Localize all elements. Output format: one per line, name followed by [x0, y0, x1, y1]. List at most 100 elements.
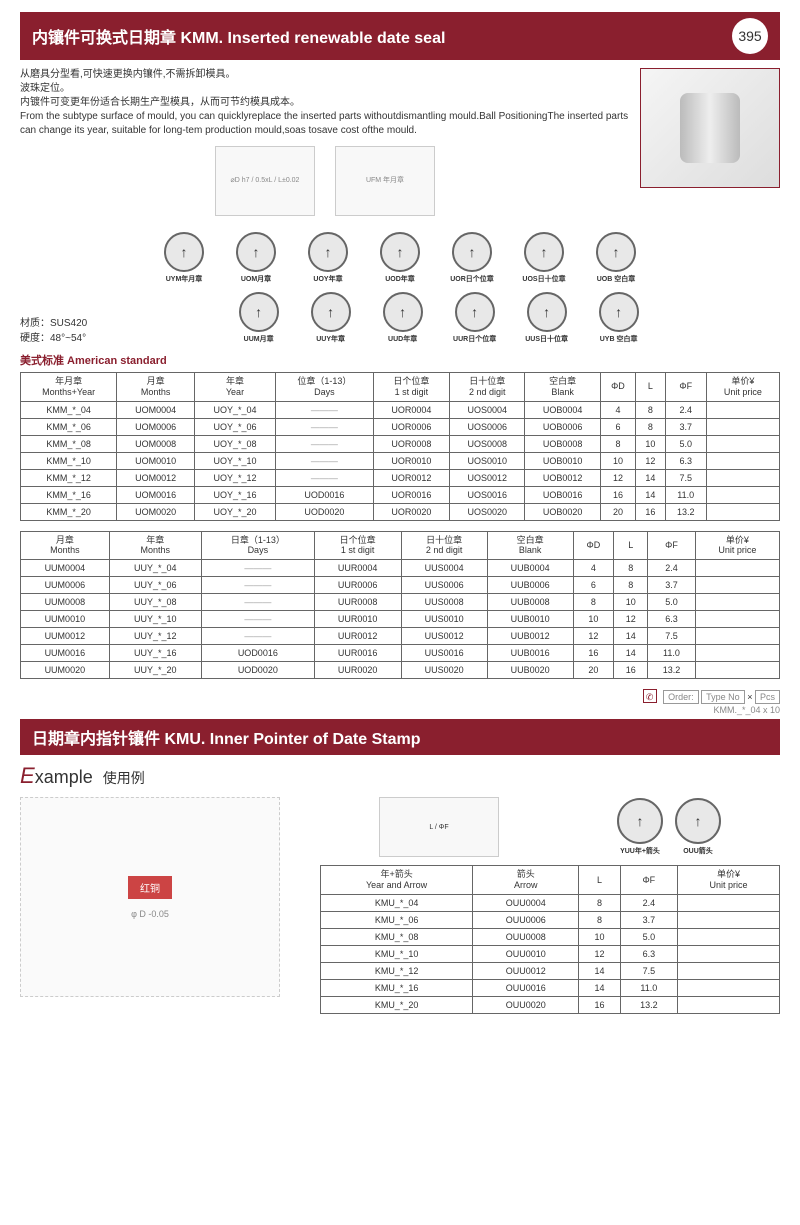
table-cell: UUR0006	[314, 577, 401, 594]
table-cell: 5.0	[648, 594, 696, 611]
seal-item: ↑UOM月章	[226, 232, 286, 284]
kmu-seals: ↑YUU年+箭头↑OUU箭头	[617, 798, 721, 856]
table-cell: KMM_*_20	[21, 503, 117, 520]
table-cell: OUU0016	[473, 979, 579, 996]
table-cell: 6	[573, 577, 614, 594]
seal-circle-icon: ↑	[383, 292, 423, 332]
seal-label: UOY年章	[313, 274, 342, 284]
seal-circle-icon: ↑	[599, 292, 639, 332]
table-cell: UOD0016	[275, 486, 373, 503]
table-cell: UUB0020	[487, 662, 573, 679]
table-cell: 10	[636, 435, 666, 452]
seal-item: ↑UOS日十位章	[514, 232, 574, 284]
table-cell: 13.2	[648, 662, 696, 679]
table-row: UUM0010UUY_*_10———UUR0010UUS0010UUB00101…	[21, 611, 780, 628]
table-header: L	[636, 373, 666, 402]
table-cell: ———	[275, 401, 373, 418]
table-cell: 8	[614, 577, 648, 594]
table-cell: UUY_*_16	[109, 645, 201, 662]
tech-diagrams: ⌀D h7 / 0.5xL / L±0.02 UFM 年月章	[20, 146, 630, 216]
table-row: KMU_*_12OUU0012147.5	[321, 962, 780, 979]
table-cell: UOB0006	[525, 418, 600, 435]
table-cell: UUS0010	[401, 611, 487, 628]
table-cell: UUM0006	[21, 577, 110, 594]
table-cell: KMU_*_08	[321, 928, 473, 945]
seal-label: OUU箭头	[683, 846, 713, 856]
table-cell: 8	[579, 911, 620, 928]
table-cell: 14	[579, 962, 620, 979]
table-cell: UUS0012	[401, 628, 487, 645]
table-cell	[678, 945, 780, 962]
table-cell: UUM0020	[21, 662, 110, 679]
seal-item: ↑UUR日个位章	[445, 292, 505, 344]
table-cell	[695, 645, 779, 662]
table-cell: UOY_*_20	[195, 503, 276, 520]
seal-circle-icon: ↑	[308, 232, 348, 272]
example-title: Example 使用例	[20, 763, 780, 789]
seal-label: UYB 空白章	[600, 334, 638, 344]
table-cell: UUY_*_08	[109, 594, 201, 611]
table-cell: 3.7	[665, 418, 706, 435]
material-spec: 材质：SUS420 硬度：48°~54°	[20, 314, 87, 344]
table-cell	[695, 611, 779, 628]
table-cell: ———	[201, 611, 314, 628]
table-cell: KMM_*_10	[21, 452, 117, 469]
seal-label: UOS日十位章	[522, 274, 565, 284]
table-cell	[695, 628, 779, 645]
table-cell	[678, 979, 780, 996]
table-cell: UUB0010	[487, 611, 573, 628]
table-cell: UOY_*_08	[195, 435, 276, 452]
order-x: ×	[747, 692, 752, 702]
table-cell: UUS0016	[401, 645, 487, 662]
intro-text: 从磨具分型看,可快速更换内镶件,不需拆卸模具。 波珠定位。 内镀件可变更年份适合…	[20, 68, 630, 224]
table-cell: KMU_*_10	[321, 945, 473, 962]
seal-item: ↑UUM月章	[229, 292, 289, 344]
table-row: KMM_*_20UOM0020UOY_*_20UOD0020UOR0020UOS…	[21, 503, 780, 520]
example-diagram-placeholder: 红铜 φ D -0.05	[20, 797, 280, 997]
table-cell: 8	[614, 560, 648, 577]
table-cell: KMU_*_20	[321, 996, 473, 1013]
table-cell: 3.7	[648, 577, 696, 594]
table-cell: 8	[573, 594, 614, 611]
table-row: KMU_*_10OUU0010126.3	[321, 945, 780, 962]
table-header: L	[614, 531, 648, 560]
table-cell: UOB0008	[525, 435, 600, 452]
table-cell: 10	[579, 928, 620, 945]
table-cell: 14	[636, 486, 666, 503]
seal-item: ↑UYM年月章	[154, 232, 214, 284]
table-cell: 5.0	[665, 435, 706, 452]
table-cell: UOD0016	[201, 645, 314, 662]
table-cell: KMM_*_04	[21, 401, 117, 418]
table-cell: 5.0	[620, 928, 677, 945]
seal-circle-icon: ↑	[164, 232, 204, 272]
kmu-part-diagram: L / ΦF	[379, 797, 499, 857]
table-cell: UUM0008	[21, 594, 110, 611]
table-cell: UOS0016	[450, 486, 525, 503]
table-header: 年月章Months+Year	[21, 373, 117, 402]
table-cell	[706, 452, 779, 469]
example-cn: 使用例	[103, 770, 145, 786]
table-header: 日个位章1 st digit	[314, 531, 401, 560]
section-header-1: 内镶件可换式日期章 KMM. Inserted renewable date s…	[20, 12, 780, 60]
table-cell: UOR0008	[373, 435, 449, 452]
table-cell: UOS0010	[450, 452, 525, 469]
product-photo	[640, 68, 780, 188]
seal-item: ↑UOB 空白章	[586, 232, 646, 284]
table-cell: UOB0016	[525, 486, 600, 503]
diagram-ufm: UFM 年月章	[335, 146, 435, 216]
table-cell: UOR0012	[373, 469, 449, 486]
table-cell	[678, 894, 780, 911]
section-2-body: 红铜 φ D -0.05 L / ΦF ↑YUU年+箭头↑OUU箭头 年+箭头Y…	[20, 797, 780, 1024]
table-cell	[678, 928, 780, 945]
table-cell: OUU0010	[473, 945, 579, 962]
example-rest: xample	[35, 767, 93, 787]
table-cell: 2.4	[620, 894, 677, 911]
table-header: 位章（1-13）Days	[275, 373, 373, 402]
table-cell: ———	[275, 418, 373, 435]
table-cell: 8	[600, 435, 635, 452]
table-cell	[706, 435, 779, 452]
table-cell: 11.0	[665, 486, 706, 503]
table-cell: UUB0016	[487, 645, 573, 662]
order-label: Order:	[663, 690, 699, 704]
table-cell: UOS0008	[450, 435, 525, 452]
